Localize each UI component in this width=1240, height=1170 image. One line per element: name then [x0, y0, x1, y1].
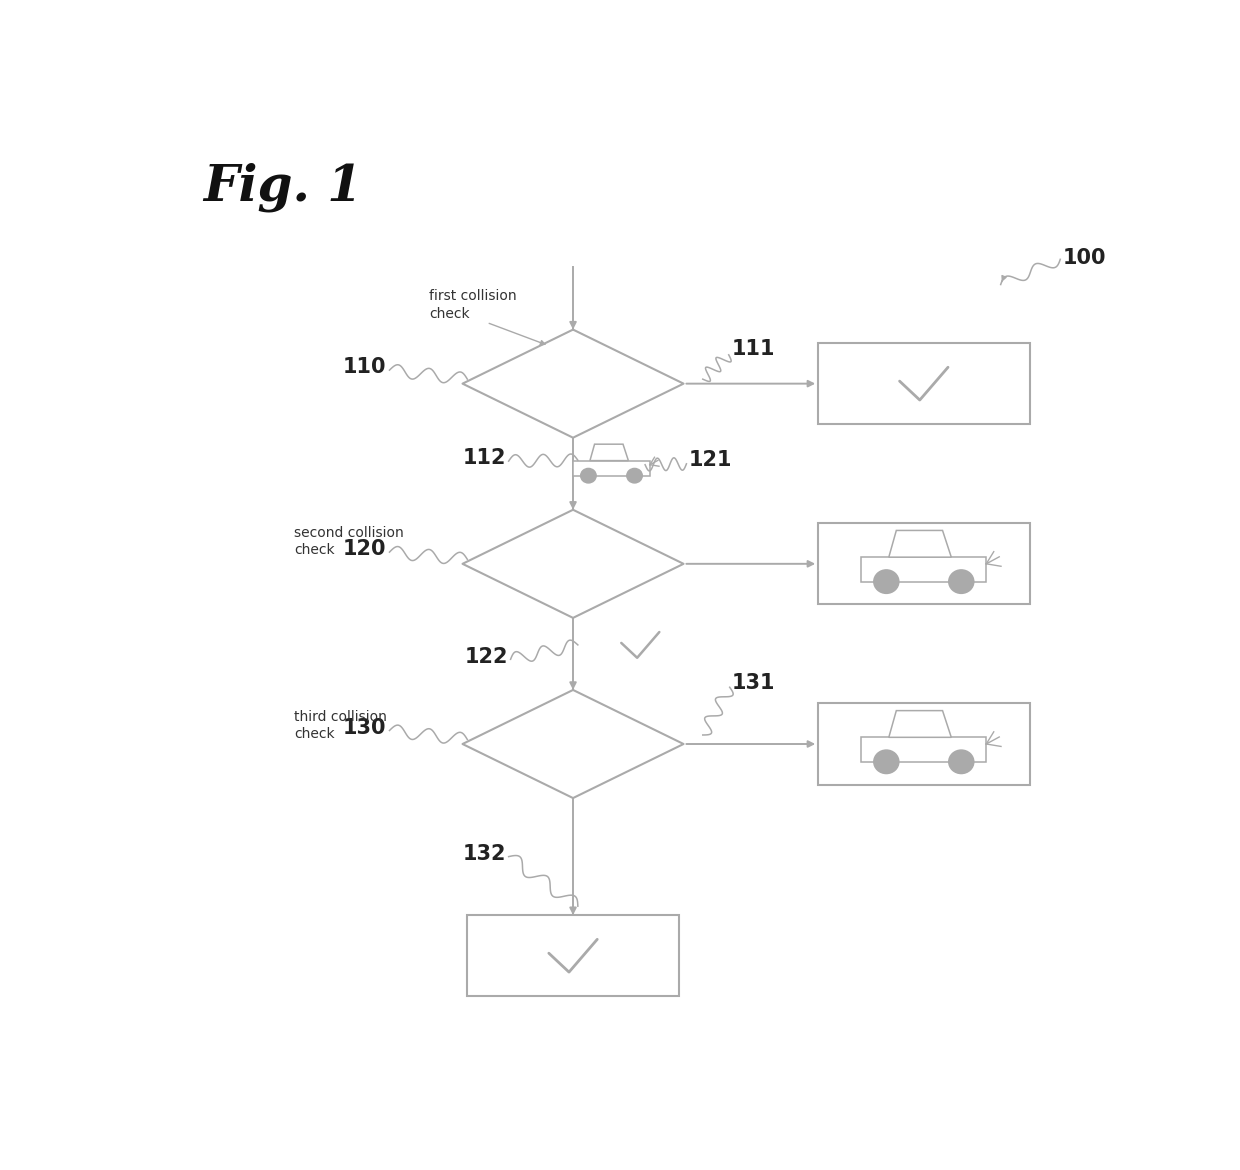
- Polygon shape: [862, 737, 986, 762]
- Text: second collision
check: second collision check: [294, 526, 404, 557]
- Text: Fig. 1: Fig. 1: [203, 163, 362, 213]
- Text: 112: 112: [463, 448, 506, 468]
- Polygon shape: [590, 445, 629, 461]
- Bar: [818, 703, 1029, 785]
- Circle shape: [580, 468, 596, 483]
- Circle shape: [949, 750, 973, 773]
- Polygon shape: [889, 710, 951, 737]
- Text: 132: 132: [463, 844, 506, 863]
- Circle shape: [627, 468, 642, 483]
- Circle shape: [874, 750, 899, 773]
- Text: 100: 100: [1063, 248, 1106, 268]
- Text: 131: 131: [732, 673, 775, 693]
- Text: 122: 122: [465, 647, 508, 667]
- Polygon shape: [862, 557, 986, 581]
- Text: 120: 120: [342, 539, 386, 559]
- Text: 121: 121: [688, 450, 732, 470]
- Circle shape: [874, 570, 899, 593]
- Bar: [818, 343, 1029, 425]
- Bar: [818, 523, 1029, 605]
- Text: third collision
check: third collision check: [294, 710, 387, 741]
- Text: first collision
check: first collision check: [429, 289, 517, 321]
- Polygon shape: [573, 461, 650, 476]
- Text: 110: 110: [342, 357, 386, 378]
- Text: 130: 130: [342, 717, 386, 738]
- Polygon shape: [889, 530, 951, 557]
- Text: 111: 111: [732, 339, 775, 359]
- Circle shape: [949, 570, 973, 593]
- Bar: [467, 915, 678, 997]
